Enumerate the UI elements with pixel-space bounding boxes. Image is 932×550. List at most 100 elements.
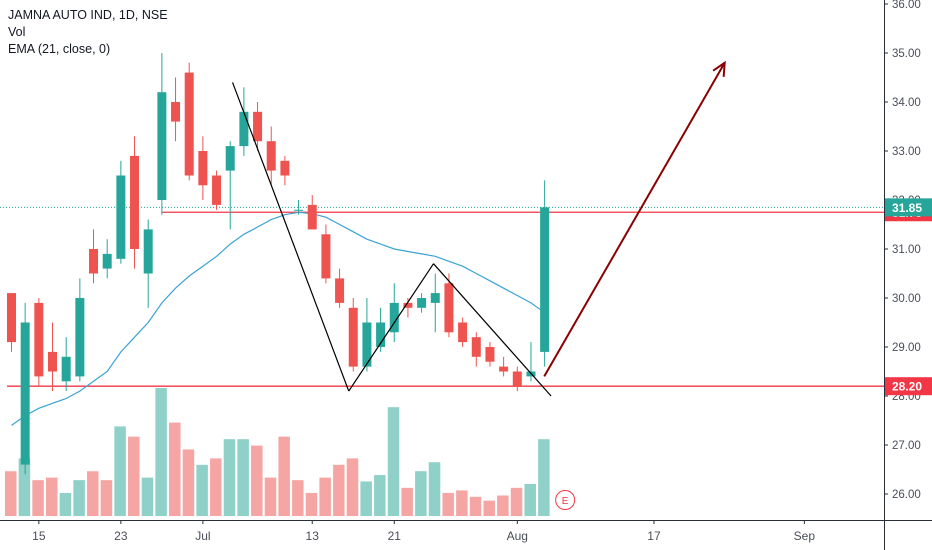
volume-bar bbox=[401, 487, 413, 516]
candle-body bbox=[75, 298, 85, 377]
volume-bar bbox=[32, 480, 44, 516]
candle-body bbox=[61, 356, 71, 382]
candle-body bbox=[171, 102, 181, 122]
candle-body bbox=[239, 111, 249, 147]
price-tick-label: 33.00 bbox=[892, 146, 921, 158]
candle-body bbox=[335, 278, 345, 303]
volume-bar bbox=[59, 492, 72, 516]
candle-body bbox=[48, 351, 58, 372]
volume-bar bbox=[5, 471, 17, 516]
candle-body bbox=[157, 92, 167, 200]
price-tick-label: 26.00 bbox=[892, 489, 921, 501]
candle-body bbox=[89, 249, 99, 274]
pattern-trend-line bbox=[433, 263, 552, 397]
earnings-marker-label: E bbox=[562, 496, 569, 507]
candle-body bbox=[280, 160, 290, 176]
candle-body bbox=[34, 302, 44, 377]
volume-bar bbox=[319, 477, 331, 516]
symbol-title[interactable]: JAMNA AUTO IND, 1D, NSE bbox=[8, 8, 168, 22]
candle-body bbox=[253, 111, 263, 142]
price-tick-label: 35.00 bbox=[892, 48, 921, 60]
volume-bar bbox=[456, 490, 468, 516]
candle-body bbox=[102, 253, 112, 269]
candle-body bbox=[116, 175, 126, 259]
volume-bar bbox=[442, 492, 454, 516]
volume-bar bbox=[387, 407, 400, 516]
volume-bar bbox=[278, 436, 290, 516]
last-price-label-bg bbox=[885, 198, 932, 217]
level-price-label-bg bbox=[885, 377, 932, 396]
volume-bar bbox=[360, 481, 372, 516]
pattern-trend-line bbox=[348, 263, 435, 392]
volume-bar bbox=[87, 471, 99, 516]
price-tick-label: 36.00 bbox=[892, 0, 921, 11]
ema-line bbox=[11, 211, 545, 426]
price-tick-label: 27.00 bbox=[892, 440, 921, 452]
candle-body bbox=[321, 234, 331, 279]
price-tick-label: 34.00 bbox=[892, 97, 921, 109]
volume-bar bbox=[264, 477, 277, 516]
candle-body bbox=[458, 322, 468, 343]
price-tick-label: 30.00 bbox=[892, 293, 921, 305]
volume-bar bbox=[510, 487, 523, 516]
candle-body bbox=[143, 229, 153, 274]
candle-body bbox=[266, 141, 276, 171]
vol-indicator-label[interactable]: Vol bbox=[8, 25, 26, 39]
price-axis[interactable]: 26.0027.0028.0029.0030.0031.0032.0033.00… bbox=[884, 0, 932, 550]
candle-body bbox=[20, 322, 30, 465]
volume-bar bbox=[415, 471, 427, 516]
candle-body bbox=[376, 322, 386, 347]
candle-body bbox=[444, 283, 454, 333]
volume-bar bbox=[210, 458, 222, 516]
candle-body bbox=[130, 155, 140, 249]
candle-body bbox=[348, 307, 358, 367]
candle-body bbox=[471, 337, 481, 357]
candle-body bbox=[499, 366, 509, 372]
candle-body bbox=[7, 293, 16, 343]
time-tick-label: 13 bbox=[306, 529, 320, 543]
volume-bar bbox=[155, 388, 167, 516]
candle-body bbox=[485, 347, 495, 362]
volume-bar bbox=[483, 500, 495, 516]
volume-bars bbox=[5, 388, 550, 516]
candle-body bbox=[389, 302, 399, 333]
volume-bar bbox=[18, 458, 31, 516]
candle-body bbox=[540, 207, 550, 352]
ema-indicator-label[interactable]: EMA (21, close, 0) bbox=[8, 42, 111, 56]
volume-bar bbox=[469, 496, 482, 516]
candle-body bbox=[212, 175, 222, 205]
volume-bar bbox=[182, 449, 195, 516]
ema-polyline bbox=[11, 211, 545, 426]
level-price-label: 28.20 bbox=[892, 380, 922, 394]
projection-arrow-line bbox=[543, 62, 726, 377]
volume-bar bbox=[141, 477, 154, 516]
time-axis[interactable]: 15 23 Jul 13 21 Aug 17 Sep bbox=[0, 520, 932, 543]
candle-body bbox=[430, 293, 440, 303]
price-tick-label: 31.00 bbox=[892, 244, 921, 256]
price-axis-bg bbox=[884, 0, 932, 550]
candle-body bbox=[417, 298, 427, 308]
time-tick-label: Aug bbox=[507, 529, 528, 543]
drawings[interactable]: E bbox=[231, 60, 726, 510]
candle-body bbox=[403, 302, 413, 308]
chart-legend: JAMNA AUTO IND, 1D, NSE Vol EMA (21, clo… bbox=[8, 7, 168, 58]
volume-bar bbox=[497, 495, 509, 516]
time-tick-label: 17 bbox=[647, 529, 661, 543]
candle-body bbox=[198, 151, 208, 186]
time-tick-label: 21 bbox=[388, 529, 402, 543]
volume-bar bbox=[128, 436, 140, 516]
horizontal-levels[interactable] bbox=[0, 206, 884, 387]
volume-bar bbox=[169, 422, 181, 516]
candle-body bbox=[184, 72, 194, 176]
candle-body bbox=[294, 209, 304, 211]
last-price-label: 31.85 bbox=[892, 201, 922, 215]
price-tick-label: 29.00 bbox=[892, 342, 921, 354]
candles bbox=[7, 53, 550, 475]
volume-bar bbox=[333, 464, 345, 516]
volume-bar bbox=[346, 458, 359, 516]
candle-body bbox=[307, 204, 317, 230]
volume-bar bbox=[251, 445, 263, 516]
volume-bar bbox=[223, 439, 236, 516]
volume-bar bbox=[100, 480, 113, 516]
